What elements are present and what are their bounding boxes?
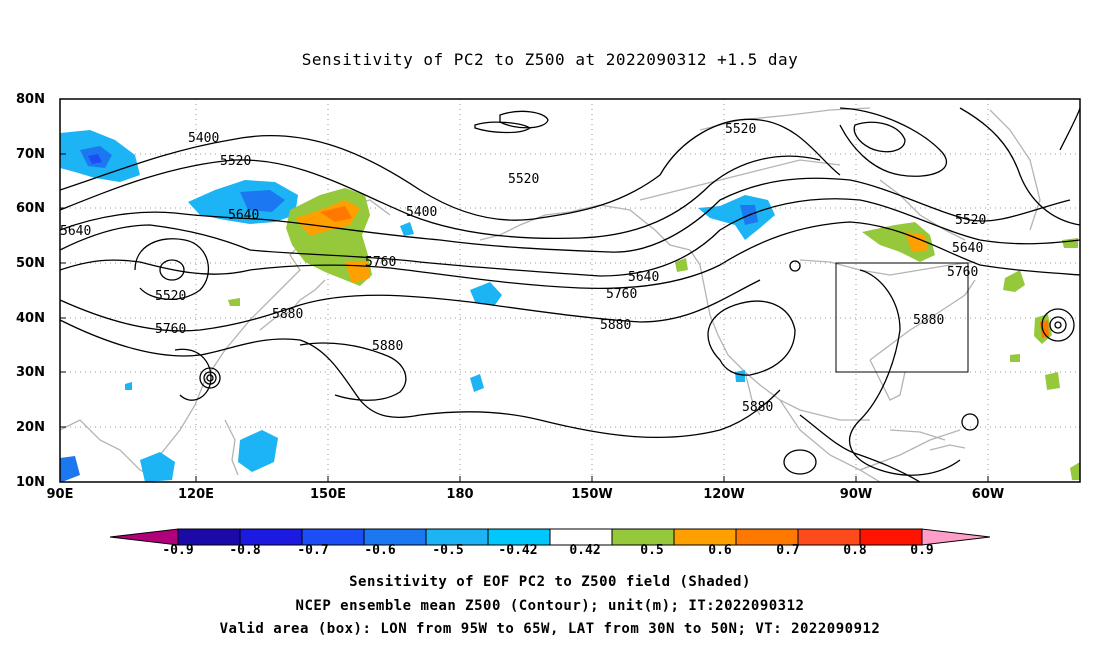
contour-label-5520: 5520 [725,122,756,137]
lat-label-50n: 50N [16,256,45,271]
contour-label-5640: 5640 [60,224,91,239]
lon-label-150e: 150E [309,487,347,502]
sensitivity-shading [60,130,1080,482]
contour-label-5760: 5760 [365,255,396,270]
lat-label-10n: 10N [16,475,45,490]
contour-label-5400: 5400 [188,131,219,146]
lat-label-20n: 20N [16,420,45,435]
lat-label-40n: 40N [16,311,45,326]
page-title: Sensitivity of PC2 to Z500 at 2022090312… [301,50,799,69]
pos-region-labrador [862,222,935,262]
contour-label-group: 5400 5400 5520 5520 5520 5520 5520 5640 … [60,122,986,415]
contour-label-5760: 5760 [947,265,978,280]
colorbar-label: -0.8 [229,543,261,558]
colorbar-right-triangle [921,528,991,546]
gridlines [60,99,1080,482]
lat-label-60n: 60N [16,201,45,216]
lon-label-120e: 120E [177,487,215,502]
colorbar-label: 0.42 [569,543,601,558]
contour-label-5520: 5520 [220,154,251,169]
coastlines [59,107,1041,483]
map-frame [59,98,1081,483]
colorbar-label: 0.5 [640,543,664,558]
lon-label-90w: 90W [839,487,873,502]
z500-contours [59,107,1081,483]
colorbar-label: 0.9 [910,543,934,558]
caption-line-3: Valid area (box): LON from 95W to 65W, L… [219,621,881,637]
contour-label-5760: 5760 [606,287,637,302]
lon-label-120w: 120W [703,487,745,502]
contour-label-5880: 5880 [913,313,944,328]
colorbar-label: -0.6 [364,543,396,558]
caption-line-1: Sensitivity of EOF PC2 to Z500 field (Sh… [349,574,751,590]
colorbar-label: 0.7 [776,543,800,558]
neg-region-wpacific [140,452,175,482]
lon-label-150w: 150W [571,487,613,502]
contour-label-5880: 5880 [742,400,773,415]
colorbar-label: -0.42 [498,543,538,558]
colorbar-label: 0.6 [708,543,732,558]
valid-area-box [835,262,969,373]
lat-label-70n: 70N [16,147,45,162]
lon-label-180: 180 [446,487,474,502]
contour-label-5760: 5760 [155,322,186,337]
lon-label-60w: 60W [971,487,1005,502]
contour-label-5880: 5880 [600,318,631,333]
lon-label-90e: 90E [46,487,74,502]
contour-label-5640: 5640 [628,270,659,285]
tick-marks [59,98,989,482]
lat-label-80n: 80N [16,92,45,107]
contour-label-5640: 5640 [952,241,983,256]
contour-label-5520: 5520 [508,172,539,187]
colorbar-label: 0.8 [843,543,867,558]
contour-label-5640: 5640 [228,208,259,223]
colorbar [109,528,991,546]
colorbar-label: -0.7 [297,543,329,558]
contour-label-5520: 5520 [955,213,986,228]
lat-label-30n: 30N [16,365,45,380]
colorbar-label: -0.9 [162,543,194,558]
contour-label-5520: 5520 [155,289,186,304]
contour-label-5880: 5880 [372,339,403,354]
neg-region-pacific [470,282,502,305]
contour-label-5400: 5400 [406,205,437,220]
caption-line-2: NCEP ensemble mean Z500 (Contour); unit(… [295,598,805,614]
neg-region-bc [698,195,775,240]
contour-label-5880: 5880 [272,307,303,322]
colorbar-label: -0.5 [432,543,464,558]
